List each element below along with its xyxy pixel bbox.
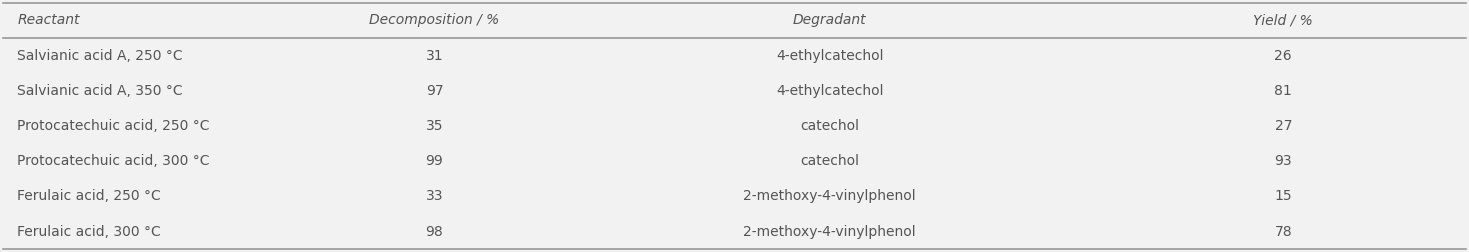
Text: 98: 98 (426, 225, 444, 239)
Text: Reactant: Reactant (18, 13, 79, 27)
Text: Decomposition / %: Decomposition / % (369, 13, 499, 27)
Text: Ferulaic acid, 300 °C: Ferulaic acid, 300 °C (18, 225, 162, 239)
Text: 4-ethylcatechol: 4-ethylcatechol (776, 49, 883, 62)
Text: 33: 33 (426, 190, 444, 203)
Text: 2-methoxy-4-vinylphenol: 2-methoxy-4-vinylphenol (743, 190, 917, 203)
Text: catechol: catechol (801, 119, 859, 133)
Text: Yield / %: Yield / % (1253, 13, 1313, 27)
Text: Protocatechuic acid, 250 °C: Protocatechuic acid, 250 °C (18, 119, 210, 133)
Text: 35: 35 (426, 119, 444, 133)
Text: Ferulaic acid, 250 °C: Ferulaic acid, 250 °C (18, 190, 162, 203)
Text: 81: 81 (1275, 84, 1293, 98)
Text: Salvianic acid A, 350 °C: Salvianic acid A, 350 °C (18, 84, 184, 98)
Text: 15: 15 (1275, 190, 1293, 203)
Text: 93: 93 (1275, 154, 1293, 168)
Text: 4-ethylcatechol: 4-ethylcatechol (776, 84, 883, 98)
Text: Protocatechuic acid, 300 °C: Protocatechuic acid, 300 °C (18, 154, 210, 168)
Text: 27: 27 (1275, 119, 1293, 133)
Text: 26: 26 (1275, 49, 1293, 62)
Text: Degradant: Degradant (793, 13, 867, 27)
Text: 2-methoxy-4-vinylphenol: 2-methoxy-4-vinylphenol (743, 225, 917, 239)
Text: 78: 78 (1275, 225, 1293, 239)
Text: catechol: catechol (801, 154, 859, 168)
Text: Salvianic acid A, 250 °C: Salvianic acid A, 250 °C (18, 49, 184, 62)
Text: 99: 99 (426, 154, 444, 168)
Text: 97: 97 (426, 84, 444, 98)
Text: 31: 31 (426, 49, 444, 62)
